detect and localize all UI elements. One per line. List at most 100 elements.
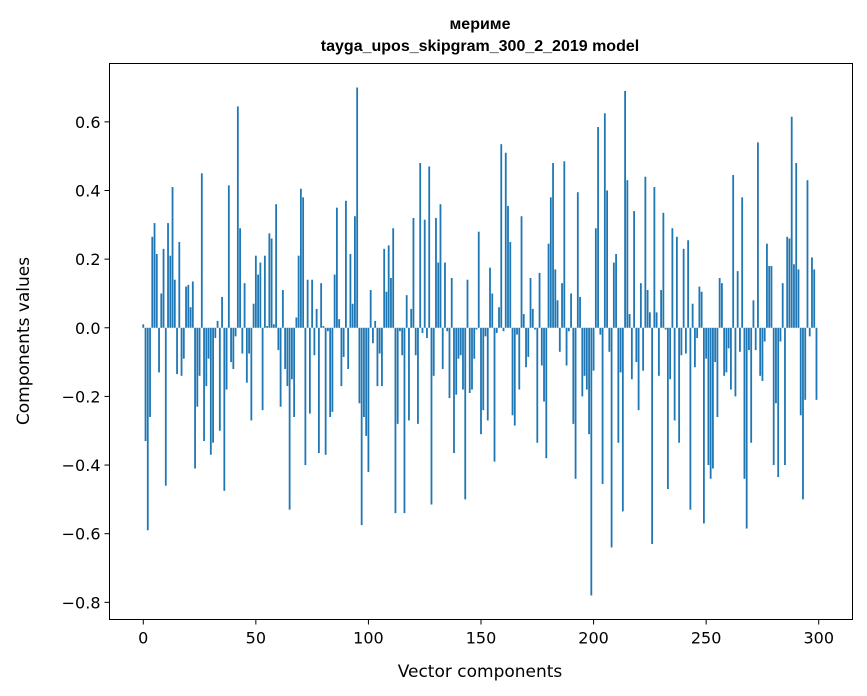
bar-226 (651, 327, 654, 544)
bar-190 (570, 293, 572, 328)
bar-205 (603, 113, 606, 328)
bar-239 (680, 327, 683, 356)
bar-66 (290, 327, 293, 380)
bar-162 (507, 205, 509, 328)
bar-184 (556, 300, 559, 328)
bar-18 (182, 327, 185, 359)
bar-233 (666, 327, 669, 490)
bar-229 (657, 327, 660, 376)
bar-112 (394, 327, 397, 514)
bar-281 (775, 327, 777, 404)
bar-177 (540, 327, 543, 366)
bar-146 (471, 327, 473, 390)
bar-245 (693, 327, 696, 368)
bar-216 (628, 314, 631, 328)
bar-90 (345, 200, 347, 328)
bar-256 (718, 278, 721, 328)
bar-186 (561, 283, 563, 328)
bar-121 (414, 327, 417, 356)
bar-109 (387, 245, 390, 328)
bar-77 (315, 308, 318, 328)
bar-172 (529, 278, 532, 328)
bar-289 (793, 264, 795, 328)
bar-268 (745, 327, 748, 529)
bar-244 (691, 303, 694, 328)
bar-221 (639, 283, 642, 328)
bar-25 (198, 327, 201, 376)
bar-208 (610, 327, 613, 548)
bar-270 (750, 327, 753, 443)
bar-170 (525, 327, 527, 368)
bar-150 (480, 327, 482, 435)
bar-38 (227, 185, 230, 328)
bar-73 (306, 279, 309, 328)
bar-28 (205, 327, 208, 387)
bar-36 (223, 327, 226, 491)
bar-192 (574, 327, 577, 479)
bar-263 (734, 327, 737, 397)
bar-95 (356, 87, 359, 328)
bar-119 (410, 308, 413, 328)
bar-23 (194, 327, 196, 469)
bar-204 (601, 327, 604, 484)
bar-151 (482, 327, 485, 411)
bar-126 (426, 327, 428, 339)
bar-185 (558, 327, 561, 352)
bar-153 (486, 327, 489, 421)
bar-98 (363, 327, 365, 418)
bar-10 (164, 327, 167, 486)
y-tick-label: −0.2 (62, 387, 101, 406)
bar-180 (547, 243, 550, 328)
bar-59 (275, 204, 278, 328)
bar-127 (428, 166, 431, 328)
bar-39 (230, 327, 232, 363)
bar-269 (748, 327, 750, 351)
bar-62 (281, 290, 284, 328)
bar-197 (585, 327, 588, 390)
bar-107 (383, 248, 386, 328)
bar-236 (673, 327, 676, 421)
bar-191 (572, 327, 575, 424)
bar-246 (696, 327, 699, 339)
bar-238 (678, 327, 681, 443)
bar-116 (403, 327, 406, 514)
bar-214 (624, 90, 626, 328)
bar-88 (340, 327, 343, 387)
bar-257 (721, 283, 723, 328)
bar-40 (232, 327, 235, 369)
bar-103 (374, 320, 377, 328)
bar-34 (218, 327, 221, 431)
bar-259 (725, 327, 728, 373)
bar-80 (322, 326, 325, 328)
bar-43 (239, 228, 241, 328)
bar-207 (608, 327, 611, 352)
bar-253 (712, 327, 714, 469)
y-tick-label: −0.8 (62, 593, 101, 612)
bar-182 (552, 163, 554, 328)
x-tick-label: 200 (578, 629, 609, 648)
bar-9 (162, 248, 165, 328)
bar-171 (527, 327, 530, 357)
bar-19 (185, 286, 187, 328)
bar-26 (200, 173, 203, 328)
bar-189 (567, 327, 570, 332)
bar-52 (259, 262, 262, 328)
bar-65 (288, 327, 291, 510)
bar-91 (347, 327, 350, 369)
x-tick-label: 250 (691, 629, 722, 648)
bar-237 (675, 236, 678, 328)
bar-225 (648, 312, 651, 328)
bar-258 (723, 327, 726, 376)
bar-24 (196, 327, 199, 407)
bar-196 (583, 327, 586, 376)
bar-143 (464, 327, 467, 500)
bar-72 (304, 327, 307, 466)
bar-296 (808, 327, 811, 337)
bar-274 (759, 327, 762, 376)
bar-35 (221, 296, 223, 328)
bar-159 (500, 144, 503, 328)
bar-30 (209, 327, 212, 455)
bar-175 (536, 327, 539, 443)
bar-99 (365, 327, 368, 436)
bar-101 (369, 290, 372, 328)
